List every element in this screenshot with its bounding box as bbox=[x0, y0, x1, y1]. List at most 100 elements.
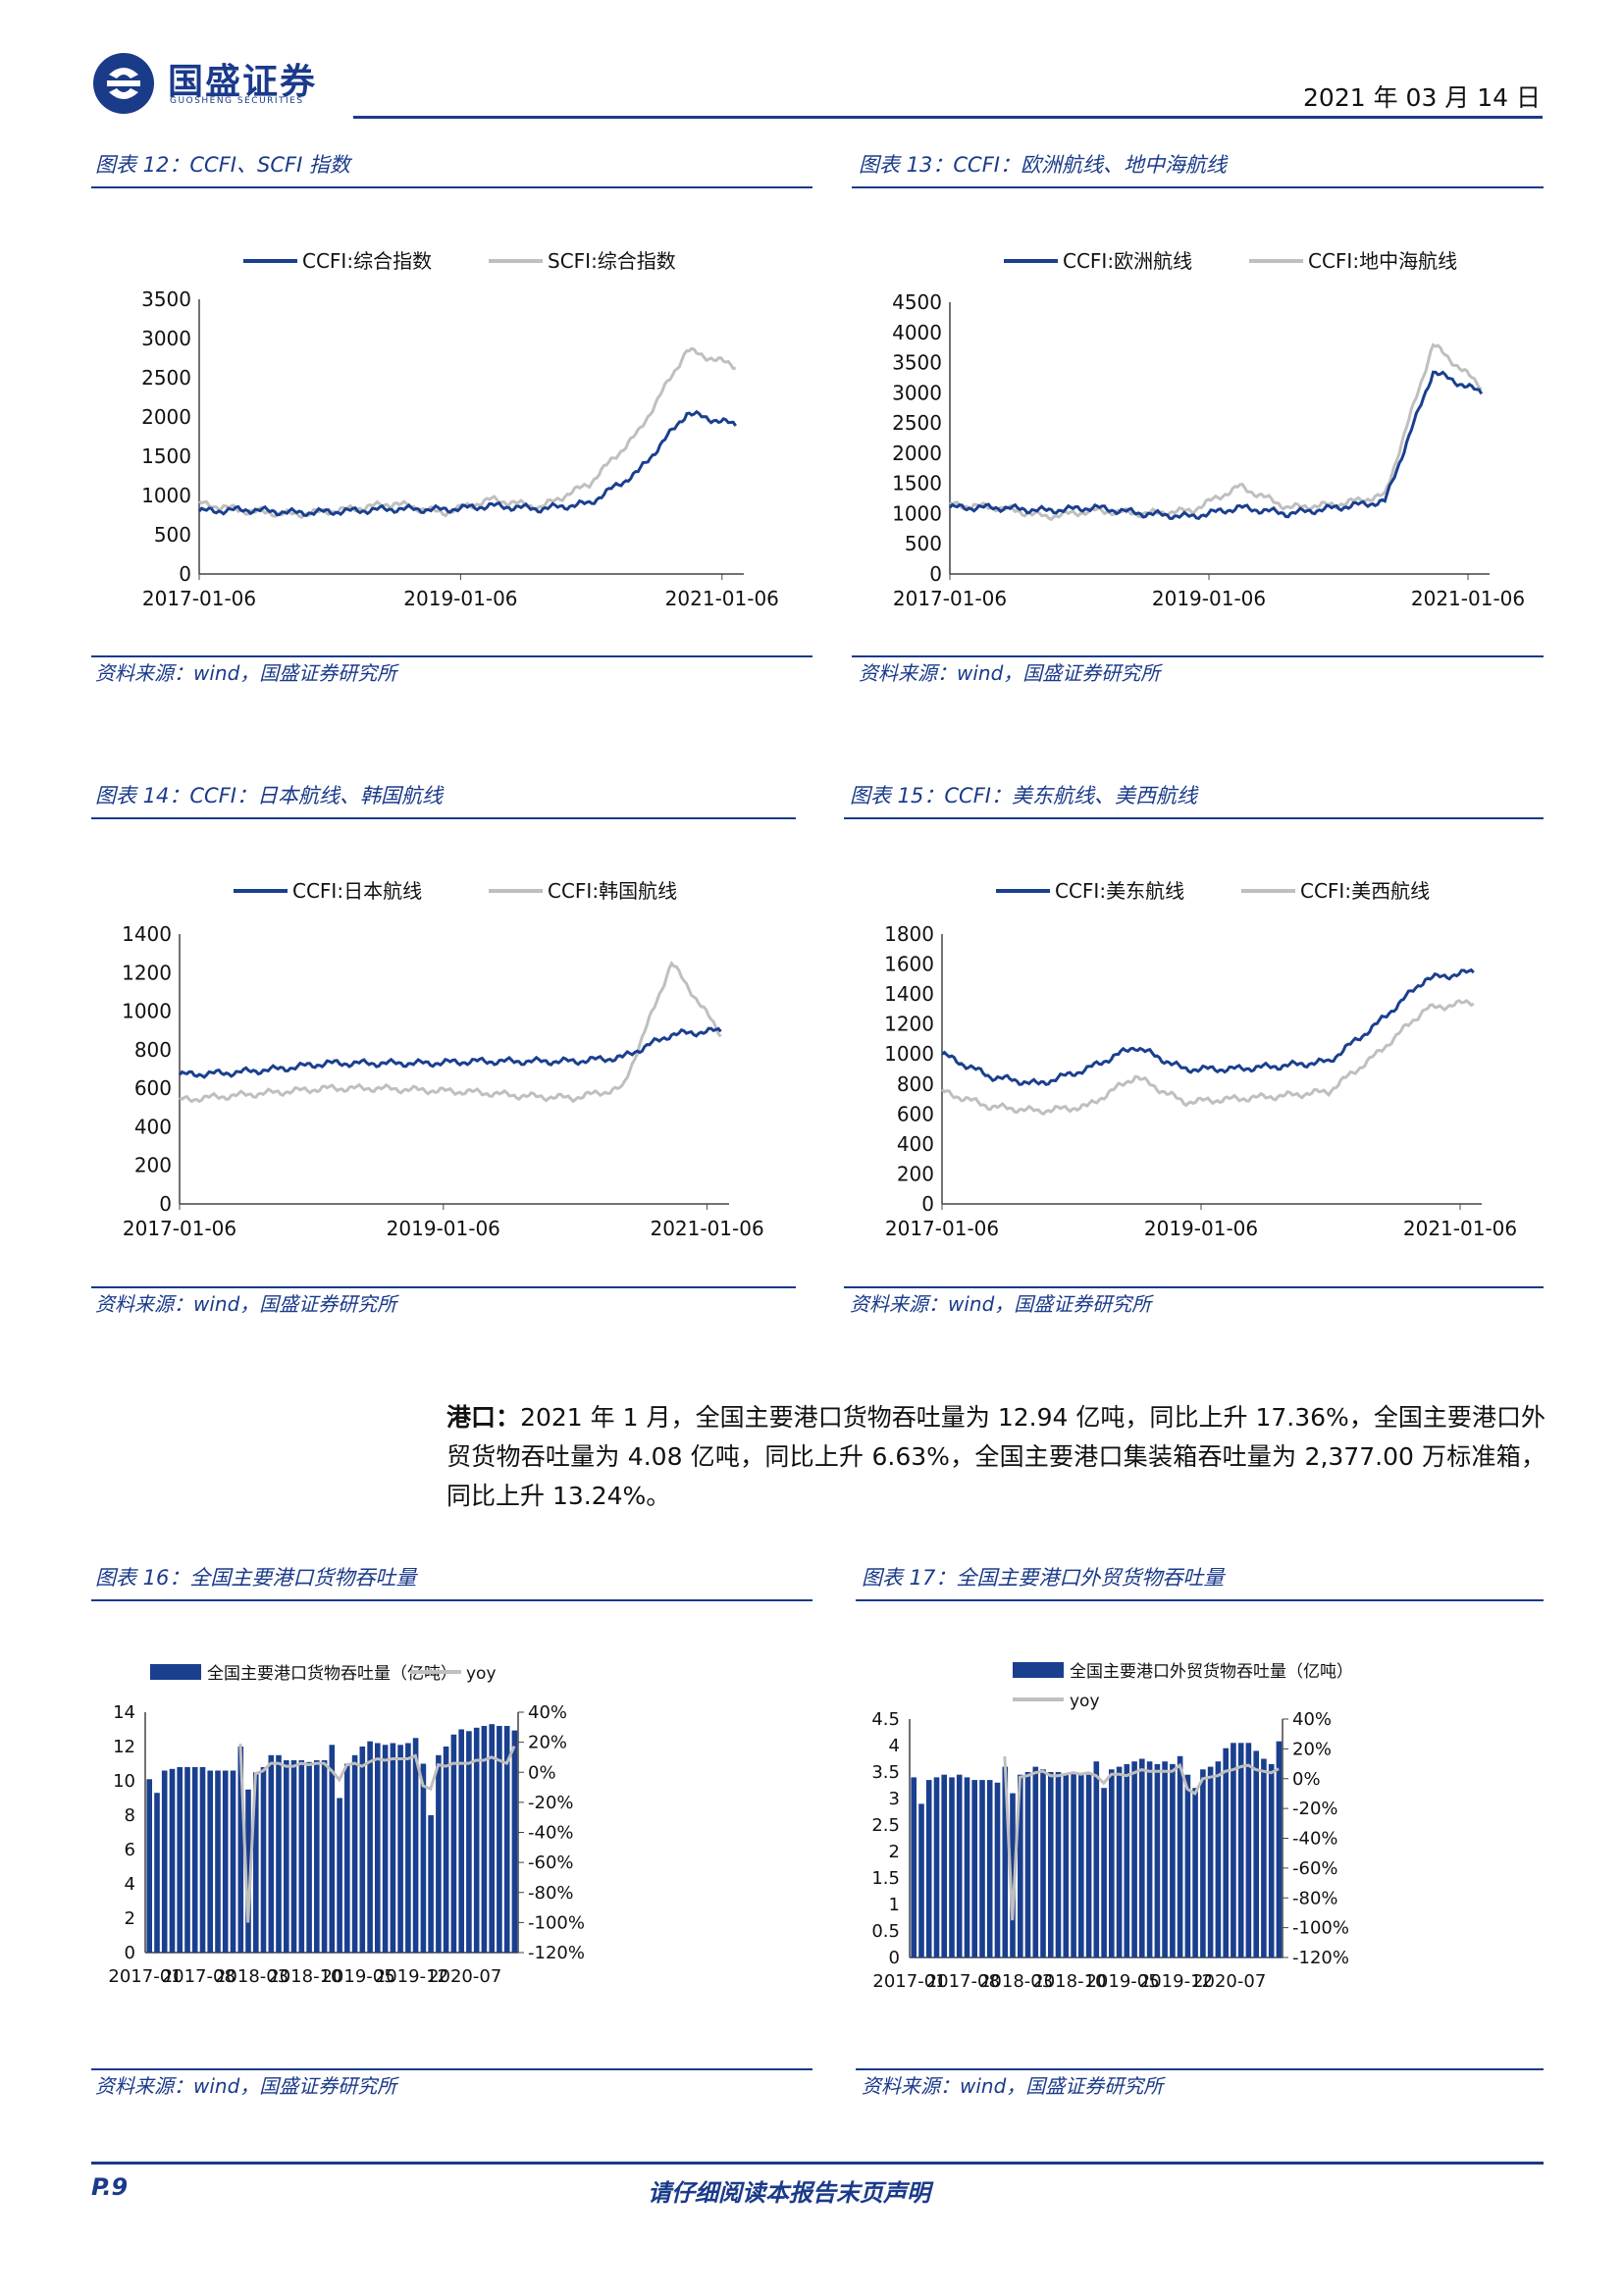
bar bbox=[1268, 1763, 1275, 1957]
y2-tick-label: -80% bbox=[1292, 1888, 1338, 1908]
y-tick-label: 4000 bbox=[892, 321, 942, 344]
y2-tick-label: -60% bbox=[528, 1852, 574, 1873]
bar bbox=[284, 1760, 289, 1953]
chart-ccfi-scfi: CCFI:综合指数 SCFI:综合指数 3500 3000 2500 2000 1500 10… bbox=[141, 249, 779, 610]
bar bbox=[986, 1780, 993, 1957]
y-tick-label: 3000 bbox=[141, 327, 191, 350]
bar bbox=[497, 1726, 502, 1953]
bar bbox=[1237, 1743, 1244, 1957]
figure-title: 图表 14：CCFI：日本航线、韩国航线 bbox=[95, 784, 443, 808]
y-tick-label: 1000 bbox=[141, 484, 191, 507]
y2-tick-label: -60% bbox=[1292, 1858, 1338, 1879]
bar bbox=[344, 1763, 350, 1953]
bar bbox=[450, 1734, 457, 1954]
bar bbox=[1101, 1788, 1107, 1957]
y-tick-label: 3500 bbox=[141, 287, 191, 311]
y-tick-label: 1800 bbox=[884, 922, 934, 946]
y2-tick-label: -80% bbox=[528, 1883, 574, 1904]
legend-swatch bbox=[1013, 1662, 1064, 1678]
y2-tick-label: -100% bbox=[528, 1912, 585, 1933]
legend-label: CCFI:美东航线 bbox=[1055, 879, 1184, 903]
x-tick-label: 2017-08 bbox=[926, 1971, 1000, 1992]
y2-tick-label: 20% bbox=[528, 1733, 567, 1753]
bar bbox=[1002, 1766, 1009, 1957]
chart-japan-korea: CCFI:日本航线 CCFI:韩国航线 1400 1200 1000 800 600 400 2… bbox=[122, 879, 764, 1240]
figure-title-rule bbox=[852, 186, 1544, 188]
bar bbox=[1131, 1761, 1137, 1957]
bar bbox=[245, 1789, 251, 1954]
bar bbox=[260, 1767, 267, 1953]
y-tick-label: 600 bbox=[897, 1102, 934, 1125]
y-tick-label: 1600 bbox=[884, 953, 934, 976]
legend-swatch bbox=[150, 1664, 201, 1680]
bar bbox=[1018, 1774, 1023, 1957]
y-tick-label: 2.5 bbox=[871, 1815, 900, 1836]
bar bbox=[1071, 1772, 1076, 1957]
logo-subtext: GUOSHENG SECURITIES bbox=[170, 96, 304, 106]
y-tick-label: 400 bbox=[134, 1115, 172, 1138]
y-tick-label: 1500 bbox=[892, 472, 942, 496]
bar bbox=[1055, 1772, 1062, 1957]
bar bbox=[1063, 1774, 1070, 1957]
bar bbox=[337, 1798, 342, 1953]
bar bbox=[1032, 1766, 1039, 1957]
chart-port-throughput: 全国主要港口货物吞吐量（亿吨） yoy 14 12 10 8 6 4 2 0 40% 20% 0% -20… bbox=[108, 1664, 585, 1987]
y-tick-label: 1500 bbox=[141, 444, 191, 468]
x-tick-label: 2020-07 bbox=[1192, 1971, 1266, 1992]
series-line bbox=[178, 1026, 722, 1079]
y-tick-label: 2 bbox=[889, 1842, 900, 1862]
figure-source-rule bbox=[852, 655, 1544, 657]
bar bbox=[230, 1770, 236, 1953]
bar bbox=[489, 1724, 495, 1953]
y-tick-label: 400 bbox=[897, 1132, 934, 1156]
bar bbox=[1139, 1758, 1145, 1957]
bar bbox=[481, 1726, 488, 1953]
bar bbox=[397, 1745, 403, 1953]
y-tick-label: 2500 bbox=[141, 366, 191, 390]
figure-source-rule bbox=[844, 1286, 1544, 1288]
x-tick-label: 2017-01 bbox=[108, 1966, 182, 1987]
chart-foreign-trade-throughput: 全国主要港口外贸货物吞吐量（亿吨） yoy 4.5 4 3.5 3 2.5 2 1.5 1 0.5 0… bbox=[871, 1662, 1353, 1992]
series-line bbox=[179, 961, 722, 1104]
y-tick-label: 0 bbox=[179, 562, 191, 586]
y-tick-label: 2000 bbox=[892, 442, 942, 465]
bar bbox=[306, 1761, 312, 1954]
bar bbox=[367, 1741, 373, 1953]
bar bbox=[918, 1803, 924, 1957]
bar bbox=[222, 1770, 229, 1953]
bar bbox=[911, 1777, 917, 1957]
bar bbox=[1245, 1743, 1252, 1957]
y2-tick-label: 40% bbox=[528, 1702, 567, 1723]
bar bbox=[276, 1754, 282, 1954]
figure-source: 资料来源：wind，国盛证券研究所 bbox=[859, 661, 1161, 685]
legend-label: CCFI:欧洲航线 bbox=[1063, 249, 1192, 273]
company-logo: 国盛证券 GUOSHENG SECURITIES bbox=[91, 51, 346, 120]
bar bbox=[412, 1738, 419, 1954]
bar bbox=[443, 1747, 449, 1953]
y-tick-label: 500 bbox=[154, 523, 191, 547]
bar bbox=[956, 1774, 963, 1957]
bar bbox=[237, 1747, 244, 1953]
figure-title: 图表 16：全国主要港口货物吞吐量 bbox=[95, 1566, 417, 1590]
bar bbox=[298, 1760, 305, 1953]
figure-source: 资料来源：wind，国盛证券研究所 bbox=[862, 2074, 1164, 2098]
y-tick-label: 4 bbox=[125, 1874, 135, 1895]
legend-label: SCFI:综合指数 bbox=[548, 249, 676, 273]
bar bbox=[314, 1760, 320, 1953]
y2-tick-label: -40% bbox=[1292, 1829, 1338, 1850]
x-tick-label: 2019-12 bbox=[375, 1966, 448, 1987]
x-tick-label: 2019-01-06 bbox=[1144, 1217, 1258, 1240]
x-tick-label: 2018-10 bbox=[1032, 1971, 1106, 1992]
series-line bbox=[941, 967, 1475, 1086]
x-tick-label: 2017-01-06 bbox=[123, 1217, 236, 1240]
bar bbox=[191, 1767, 198, 1953]
figure-title-rule bbox=[91, 817, 796, 819]
x-tick-label: 2018-03 bbox=[215, 1966, 288, 1987]
bar bbox=[184, 1767, 190, 1953]
x-tick-label: 2021-01-06 bbox=[1411, 587, 1525, 610]
bar bbox=[1177, 1755, 1183, 1957]
y-tick-label: 10 bbox=[113, 1771, 135, 1792]
x-tick-label: 2017-01-06 bbox=[893, 587, 1007, 610]
y2-tick-label: -120% bbox=[1292, 1948, 1349, 1968]
x-tick-label: 2018-10 bbox=[268, 1966, 341, 1987]
